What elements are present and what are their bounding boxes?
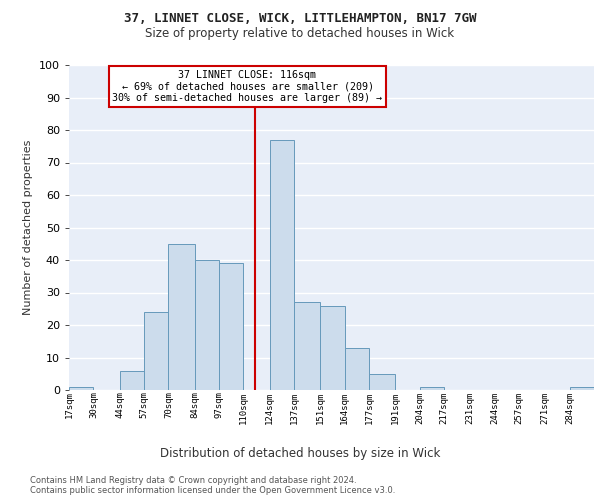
Bar: [369, 374, 395, 390]
Bar: [294, 302, 320, 390]
Bar: [320, 306, 344, 390]
Text: Contains public sector information licensed under the Open Government Licence v3: Contains public sector information licen…: [30, 486, 395, 495]
Bar: [169, 244, 194, 390]
Text: Size of property relative to detached houses in Wick: Size of property relative to detached ho…: [145, 28, 455, 40]
Bar: [269, 140, 294, 390]
Text: Distribution of detached houses by size in Wick: Distribution of detached houses by size …: [160, 448, 440, 460]
Text: Contains HM Land Registry data © Crown copyright and database right 2024.: Contains HM Land Registry data © Crown c…: [30, 476, 356, 485]
Text: 37, LINNET CLOSE, WICK, LITTLEHAMPTON, BN17 7GW: 37, LINNET CLOSE, WICK, LITTLEHAMPTON, B…: [124, 12, 476, 26]
Text: 37 LINNET CLOSE: 116sqm
← 69% of detached houses are smaller (209)
30% of semi-d: 37 LINNET CLOSE: 116sqm ← 69% of detache…: [113, 70, 383, 103]
Y-axis label: Number of detached properties: Number of detached properties: [23, 140, 34, 315]
Bar: [69, 387, 94, 390]
Bar: [194, 260, 219, 390]
Bar: [569, 387, 594, 390]
Bar: [119, 370, 144, 390]
Bar: [219, 263, 244, 390]
Bar: [419, 387, 444, 390]
Bar: [144, 312, 169, 390]
Bar: [344, 348, 369, 390]
